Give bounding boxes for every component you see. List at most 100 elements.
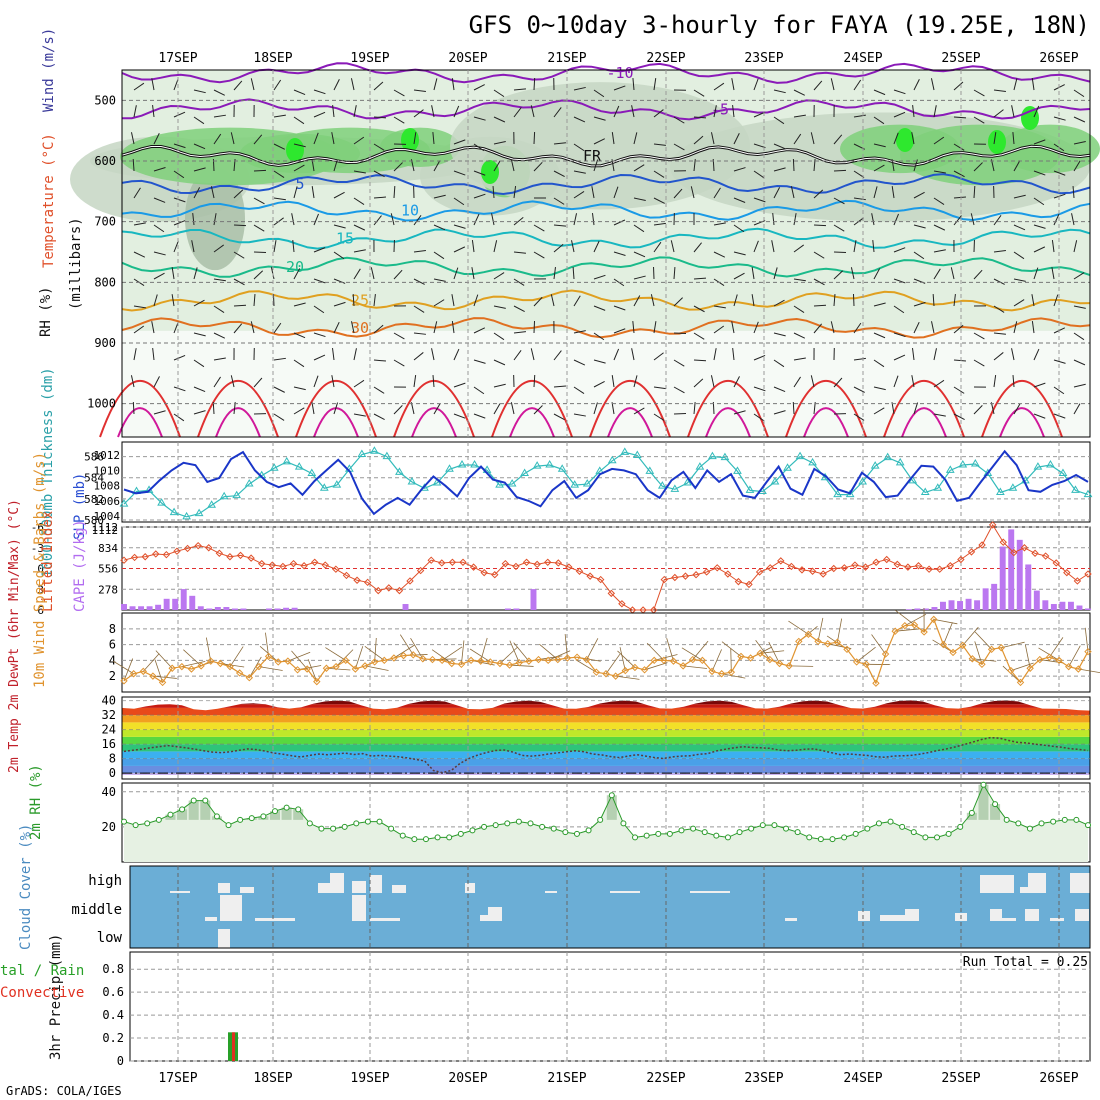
wind-barb <box>205 637 212 662</box>
thickness-marker <box>808 457 817 466</box>
isotherm-label: FR <box>583 147 602 165</box>
wind-barb <box>871 213 875 226</box>
rh-high-fill <box>978 784 989 820</box>
wind-marker <box>120 677 128 685</box>
wind-barb <box>613 251 626 256</box>
wind-marker <box>708 667 716 676</box>
wind-barb <box>230 132 235 145</box>
li-marker <box>967 548 976 556</box>
wind-barb <box>431 348 435 361</box>
rh-high-fill <box>293 809 304 820</box>
wind-tick: 8 <box>109 622 116 636</box>
wind-barb <box>229 646 244 667</box>
rh-marker <box>771 822 778 829</box>
wind-barb <box>152 675 177 679</box>
label-10m-wind: 10m Wind Speed & Barbs (m/s) <box>32 452 48 688</box>
wind-barb <box>893 354 906 361</box>
li-marker <box>798 566 806 574</box>
day-label-top: 26SEP <box>1039 51 1078 66</box>
wind-barb <box>233 80 243 91</box>
wind-barb <box>333 278 346 284</box>
thickness-marker <box>207 500 217 508</box>
wind-barb <box>553 267 556 280</box>
wind-barb <box>191 240 195 253</box>
wind-barb <box>509 664 534 667</box>
wind-barb <box>332 105 335 118</box>
cape-bar <box>1067 601 1074 610</box>
wind-marker <box>862 660 870 669</box>
wind-barb <box>654 654 678 661</box>
hot-contour <box>509 407 555 438</box>
rh-marker <box>341 823 348 830</box>
wind-barb <box>473 327 486 334</box>
cape-bar <box>121 604 127 610</box>
wind-barb <box>258 666 283 671</box>
cloud-level-label: low <box>97 930 123 946</box>
wind-barb <box>451 78 455 91</box>
temp-band <box>122 715 1090 723</box>
thickness-marker <box>933 483 943 491</box>
wind-barb <box>833 169 847 172</box>
wind-marker <box>901 621 909 630</box>
wind-barb <box>493 305 506 309</box>
wind-barb <box>833 224 845 232</box>
temp-bands <box>122 700 1090 775</box>
wind-barb <box>993 109 1004 118</box>
day-label-bottom: 19SEP <box>350 1071 389 1086</box>
wind-barb <box>873 386 886 391</box>
wind-barb <box>313 305 325 314</box>
wind-barb <box>250 321 255 334</box>
rh-marker <box>481 823 488 830</box>
cloud-high-bar <box>545 891 557 893</box>
li-marker <box>575 567 584 575</box>
wind-barb <box>533 320 536 334</box>
wind-barb <box>893 375 899 388</box>
wind-marker <box>679 662 687 670</box>
wind-barb <box>333 301 346 307</box>
cloud-high-bar <box>392 885 406 893</box>
wind-marker <box>322 664 331 672</box>
temp-tick: 40 <box>102 694 116 708</box>
wind-barb <box>539 643 559 660</box>
cloud-middle-bar <box>352 895 366 921</box>
wind-barb <box>873 116 885 125</box>
thickness-marker <box>495 480 504 488</box>
wind-barb <box>533 405 543 415</box>
wind-barb <box>493 141 506 145</box>
wind-barb <box>751 294 755 307</box>
wind-barb <box>793 357 806 361</box>
wind-barb <box>731 78 735 91</box>
wind-barb <box>473 193 486 199</box>
wind-barb <box>793 213 797 226</box>
wind-marker <box>910 621 919 629</box>
thickness-line <box>123 450 1089 518</box>
wind-marker <box>602 670 610 678</box>
thickness-marker <box>770 476 780 485</box>
wind-barb <box>123 658 134 681</box>
temp-band <box>122 704 1090 708</box>
li-marker <box>978 541 986 549</box>
wind-barb <box>433 160 441 172</box>
rh-max-blob <box>988 130 1006 154</box>
wind-barb <box>893 278 906 284</box>
rh-marker <box>144 820 151 827</box>
wind-barb <box>353 413 366 417</box>
wind-barb <box>773 187 781 199</box>
wind-barb <box>793 278 806 282</box>
dry-region <box>122 330 1090 437</box>
li-marker <box>861 563 870 571</box>
wind-barb <box>153 272 165 280</box>
day-label-top: 21SEP <box>547 51 586 66</box>
cloud-high-bar <box>610 891 640 893</box>
wind-barb <box>733 167 746 172</box>
wind-barb <box>370 267 375 280</box>
wind-barb <box>130 132 135 145</box>
wind-barb <box>1073 240 1078 253</box>
isotherm-line <box>121 173 1091 196</box>
wind-marker <box>361 662 369 670</box>
li-marker <box>480 568 488 577</box>
wind-barb <box>713 82 725 91</box>
wind-barb <box>332 348 335 361</box>
rh-marker <box>875 820 882 827</box>
thickness-marker <box>970 458 980 467</box>
